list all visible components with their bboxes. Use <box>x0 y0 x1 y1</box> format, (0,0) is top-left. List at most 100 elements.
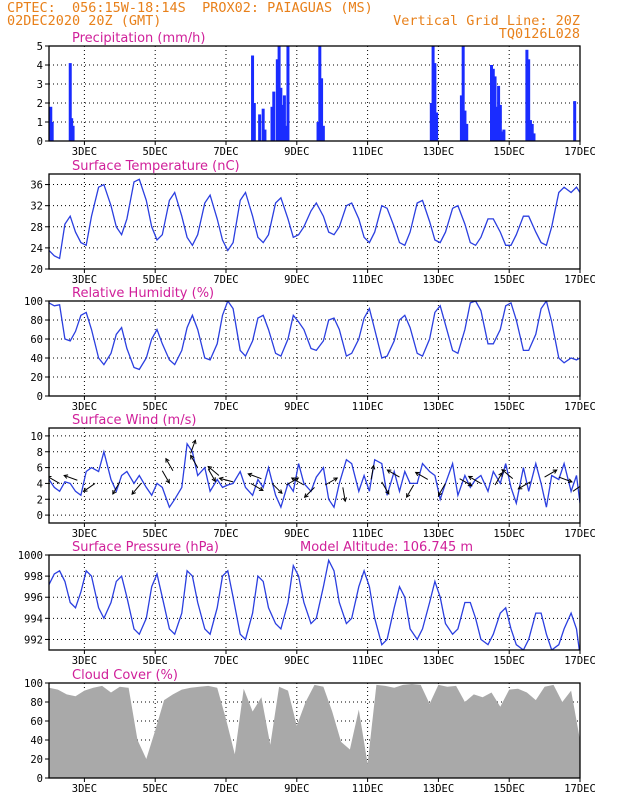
wind-panel: 0 2 4 6 8 10 3DEC 5DEC 7DEC 9DEC 11DEC 13DEC 15DEC 17… <box>30 413 595 540</box>
x-tick-label: 13DEC <box>423 274 455 286</box>
pressure-frame <box>48 554 581 651</box>
x-tick-label: 7DEC <box>213 401 238 413</box>
x-tick-label: 3DEC <box>72 401 97 413</box>
wind-arrow <box>381 481 390 495</box>
wind-arrow <box>494 471 503 486</box>
precip-bar <box>272 91 276 141</box>
y-tick-label: 0 <box>37 136 43 148</box>
precip-bar <box>461 46 465 141</box>
x-tick-label: 15DEC <box>493 146 525 158</box>
y-tick-label: 4 <box>37 478 43 490</box>
wind-arrow <box>437 483 446 497</box>
wind-arrow <box>406 484 415 499</box>
y-tick-label: 100 <box>24 678 43 690</box>
y-tick-label: 994 <box>24 613 43 625</box>
wind-arrow <box>544 469 558 478</box>
precip-bar <box>321 125 325 141</box>
x-tick-label: 3DEC <box>72 528 97 540</box>
precip-bar <box>286 46 290 141</box>
humidity-line <box>49 301 580 371</box>
wind-arrow <box>501 468 514 480</box>
precip-bar <box>532 133 536 141</box>
x-tick-label: 15DEC <box>493 783 525 795</box>
precip-bar <box>500 131 504 141</box>
y-tick-label: 0 <box>37 391 43 403</box>
x-tick-label: 3DEC <box>72 146 97 158</box>
pressure-line <box>49 558 580 650</box>
precip-bar <box>251 55 255 141</box>
model-altitude-label: Model Altitude: 106.745 m <box>300 540 473 555</box>
wind-arrow <box>459 478 473 487</box>
x-tick-label: 15DEC <box>493 274 525 286</box>
precip-bar <box>270 106 274 141</box>
humidity-data <box>49 301 580 371</box>
x-tick-label: 5DEC <box>143 783 168 795</box>
temperature-title: Surface Temperature (nC) <box>72 159 240 174</box>
precip-bar <box>320 78 324 141</box>
wind-data <box>49 439 580 510</box>
y-tick-label: 28 <box>30 222 43 234</box>
x-tick-label: 3DEC <box>72 655 97 667</box>
wind-arrow <box>271 483 283 495</box>
wind-arrow <box>250 482 264 491</box>
precip-bar <box>435 112 439 141</box>
precip-bar <box>493 76 497 141</box>
y-tick-label: 4 <box>37 60 43 72</box>
wind-arrow <box>370 464 376 480</box>
precip-bar <box>527 59 531 141</box>
precip-bar <box>573 101 577 141</box>
wind-arrow <box>207 465 220 476</box>
wind-arrow <box>303 487 315 499</box>
precip-bar <box>495 106 499 141</box>
x-tick-label: 5DEC <box>143 655 168 667</box>
x-tick-label: 9DEC <box>284 528 309 540</box>
humidity-title: Relative Humidity (%) <box>72 286 214 301</box>
x-tick-label: 7DEC <box>213 146 238 158</box>
precip-bar <box>263 129 267 141</box>
wind-arrow <box>82 483 96 493</box>
y-tick-label: 998 <box>24 571 43 583</box>
precip-bar <box>459 95 463 141</box>
x-tick-label: 9DEC <box>284 783 309 795</box>
y-tick-label: 24 <box>30 243 43 255</box>
y-tick-label: 0 <box>37 773 43 785</box>
wind-title: Surface Wind (m/s) <box>72 413 196 428</box>
y-tick-label: 32 <box>30 201 43 213</box>
precip-bar <box>252 103 256 141</box>
wind-arrow <box>247 472 262 480</box>
y-tick-label: 40 <box>30 735 43 747</box>
x-tick-label: 17DEC <box>564 783 596 795</box>
x-tick-label: 7DEC <box>213 274 238 286</box>
wind-arrow <box>558 476 573 483</box>
wind-arrow <box>190 454 199 468</box>
y-tick-label: 100 <box>24 296 43 308</box>
wind-arrow <box>161 470 170 484</box>
x-tick-label: 17DEC <box>564 274 596 286</box>
precip-bar <box>284 125 288 141</box>
x-tick-label: 9DEC <box>284 655 309 667</box>
wind-arrow <box>131 483 142 495</box>
wind-arrow <box>218 476 234 483</box>
precip-bar <box>429 103 433 141</box>
x-tick-label: 17DEC <box>564 401 596 413</box>
cloud-cover-data <box>49 684 580 778</box>
humidity-panel: 0 20 40 60 80 100 3DEC 5DEC 7DEC 9DEC 11DEC 13DEC 15… <box>24 286 596 413</box>
x-tick-label: 17DEC <box>564 655 596 667</box>
precip-bar <box>491 68 495 141</box>
precip-bar <box>68 63 72 141</box>
wind-arrow <box>572 485 580 492</box>
precip-bar <box>431 46 435 141</box>
precipitation-frame <box>48 45 581 142</box>
x-tick-label: 11DEC <box>352 146 384 158</box>
precip-bar <box>433 63 437 141</box>
x-tick-label: 5DEC <box>143 528 168 540</box>
wind-line <box>49 441 580 510</box>
x-tick-label: 11DEC <box>352 655 384 667</box>
y-tick-label: 20 <box>30 754 43 766</box>
precip-bar <box>530 123 534 141</box>
pressure-data <box>49 558 580 650</box>
x-tick-label: 15DEC <box>493 528 525 540</box>
cloud-cover-title: Cloud Cover (%) <box>72 668 178 683</box>
wind-arrow <box>467 475 482 484</box>
